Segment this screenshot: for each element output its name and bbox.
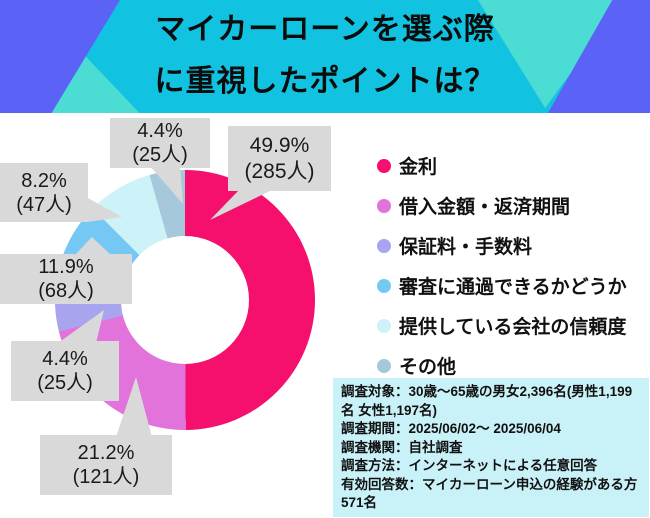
legend-swatch-shinsa [377,278,391,293]
legend-label-sonota: その他 [399,357,457,378]
legend-label-kinri: 金利 [399,157,438,178]
page-title-line1: マイカーローンを選ぶ際 [155,13,495,46]
callout-sonota-percent: 4.4% [137,120,183,142]
legend-item-shinraido: 提供している会社の信頼度 [377,312,627,339]
callout-shinsa-count: (68人) [38,280,94,302]
legend-item-hoshoryo: 保証料・手数料 [377,232,627,259]
callout-shinraido-percent: 8.2% [21,169,67,192]
legend-swatch-sonota [377,358,391,373]
legend: 金利 借入金額・返済期間 保証料・手数料 審査に通過できるかどうか 提供している… [377,152,627,379]
legend-label-shinsa: 審査に通過できるかどうか [399,277,627,298]
page-title-line2: に重視したポイントは？ [154,65,496,98]
legend-swatch-shinraido [377,318,391,333]
survey-method-line: 調査方法：インターネットによる任意回答 [341,458,598,473]
callout-hoshoryo: 4.4% (25人) [11,341,119,401]
callout-kariire-percent: 21.2% [77,442,135,464]
callout-kinri-percent: 49.9% [249,133,310,157]
callout-shinsa: 11.9% (68人) [0,254,132,304]
legend-label-shinraido: 提供している会社の信頼度 [399,317,627,338]
survey-period-line: 調査期間：2025/06/02～ 2025/06/04 [341,421,561,436]
callout-kinri-count: (285人) [244,159,315,183]
survey-agency-line: 調査機関：自社調査 [341,439,463,455]
legend-item-shinsa: 審査に通過できるかどうか [377,272,627,299]
callout-sonota-count: (25人) [132,144,188,166]
legend-item-kariire: 借入金額・返済期間 [377,192,627,219]
callout-hoshoryo-count: (25人) [37,372,93,394]
callout-hoshoryo-percent: 4.4% [42,348,88,370]
callout-shinsa-percent: 11.9% [38,256,94,278]
survey-responses-line: 有効回答数：マイカーローン申込の経験がある方571名 [341,476,638,511]
legend-swatch-kinri [377,158,391,173]
donut-hole [121,236,249,364]
callout-kariire-count: (121人) [72,466,140,488]
callout-sonota: 4.4% (25人) [110,118,210,168]
legend-swatch-kariire [377,198,391,213]
legend-label-kariire: 借入金額・返済期間 [399,197,571,218]
survey-info-box: 調査対象：30歳～65歳の男女2,396名(男性1,199名 女性1,197名)… [333,378,649,517]
legend-swatch-hoshoryo [377,238,391,253]
callout-shinraido: 8.2% (47人) [0,163,88,222]
page-title: マイカーローンを選ぶ際 に重視したポイントは？ [0,0,650,113]
legend-item-sonota: その他 [377,352,627,379]
legend-item-kinri: 金利 [377,152,627,179]
callout-shinraido-count: (47人) [16,193,72,216]
callout-kariire: 21.2% (121人) [40,435,172,495]
legend-label-hoshoryo: 保証料・手数料 [399,237,533,258]
survey-target-line: 調査対象：30歳～65歳の男女2,396名(男性1,199名 女性1,197名) [341,384,633,418]
callout-kinri: 49.9% (285人) [228,126,331,191]
title-banner: マイカーローンを選ぶ際 に重視したポイントは？ [0,0,650,113]
